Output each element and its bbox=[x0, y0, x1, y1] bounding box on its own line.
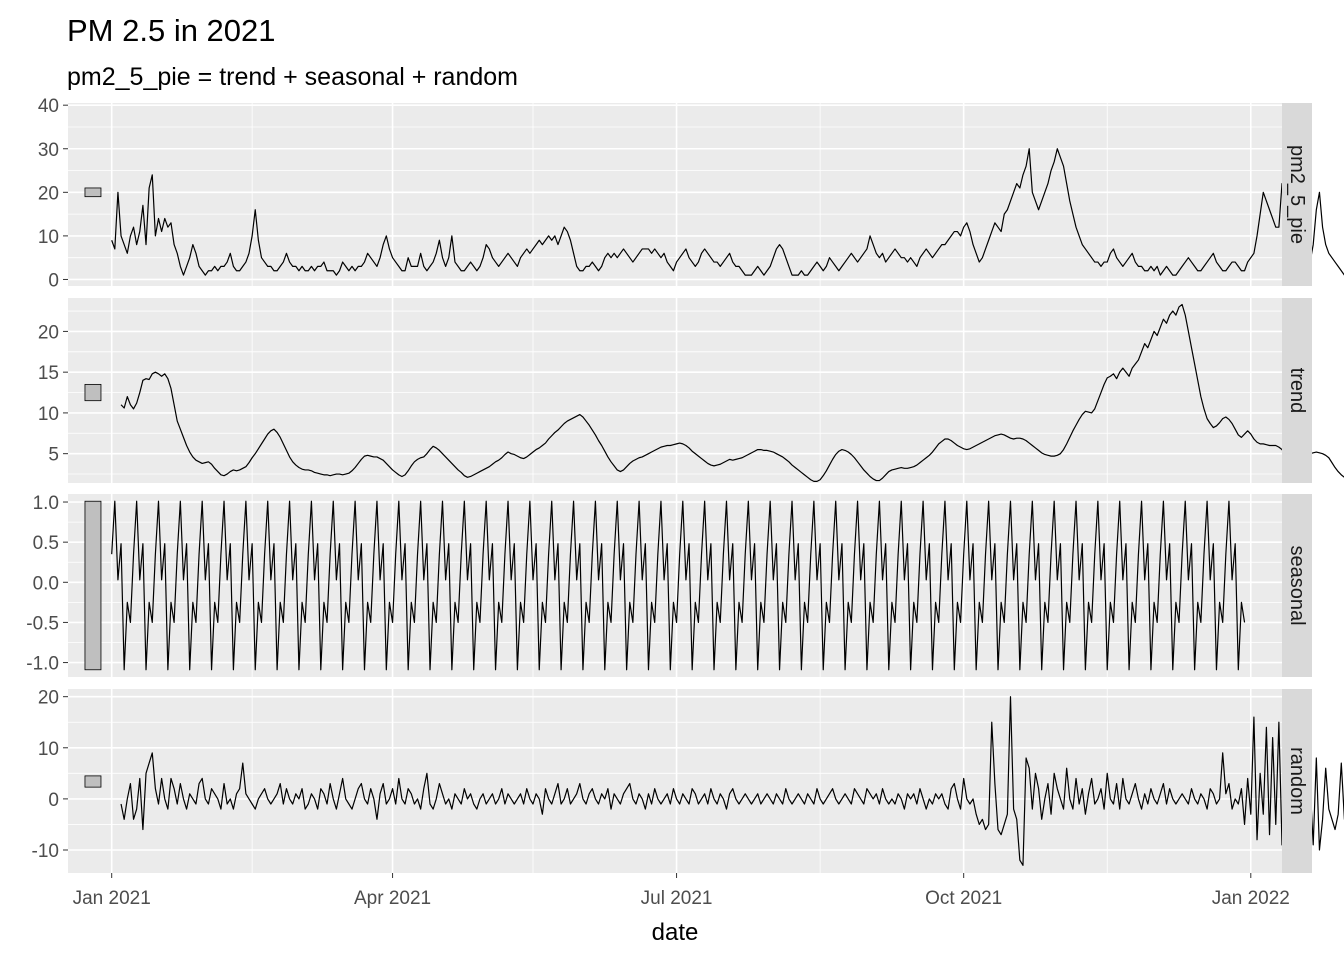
facet-trend: 5 10 15 20 trend bbox=[38, 298, 1344, 483]
series-line-random bbox=[120, 696, 1344, 866]
series-line-seasonal bbox=[111, 500, 1246, 671]
x-tick-label: Apr 2021 bbox=[354, 888, 431, 909]
range-bar bbox=[84, 500, 102, 671]
facet-strip-label: pm2_5_pie bbox=[1286, 145, 1308, 244]
x-tick-label: Jan 2021 bbox=[73, 888, 151, 909]
chart-title: PM 2.5 in 2021 bbox=[67, 13, 276, 48]
x-axis: Jan 2021 Apr 2021 Jul 2021 Oct 2021 Jan 2022 bbox=[73, 873, 1290, 909]
facet-random: -10 0 10 20 random bbox=[32, 688, 1344, 873]
facet-pm2-5-pie: 0 10 20 30 40 pm2_5_pie bbox=[38, 96, 1344, 291]
x-tick-label: Jan 2022 bbox=[1212, 888, 1290, 909]
facet-strip bbox=[1282, 689, 1312, 873]
range-bar bbox=[84, 383, 102, 402]
y-tick-label: 20 bbox=[38, 183, 59, 204]
facet-strip-label: trend bbox=[1286, 368, 1308, 414]
panel-background bbox=[68, 494, 1282, 677]
panel-background bbox=[68, 689, 1282, 873]
y-tick-label: 40 bbox=[38, 96, 59, 117]
y-tick-label: 0.0 bbox=[33, 573, 59, 594]
y-tick-label: 20 bbox=[38, 322, 59, 343]
y-tick-label: 1.0 bbox=[33, 493, 59, 514]
facet-strip bbox=[1282, 494, 1312, 677]
y-tick-label: 20 bbox=[38, 688, 59, 709]
y-tick-label: -10 bbox=[32, 841, 59, 862]
y-tick-label: -0.5 bbox=[26, 613, 59, 634]
y-tick-label: 30 bbox=[38, 140, 59, 161]
x-tick-label: Jul 2021 bbox=[641, 888, 713, 909]
panel-background bbox=[68, 103, 1282, 286]
panel-background bbox=[68, 298, 1282, 483]
y-tick-label: 15 bbox=[38, 363, 59, 384]
x-tick-label: Oct 2021 bbox=[925, 888, 1002, 909]
facet-strip bbox=[1282, 298, 1312, 483]
facet-strip bbox=[1282, 103, 1312, 286]
y-tick-label: 5 bbox=[48, 445, 59, 466]
range-bar bbox=[84, 187, 102, 198]
y-tick-label: 10 bbox=[38, 739, 59, 760]
y-tick-label: -1.0 bbox=[26, 654, 59, 675]
facet-strip-label: random bbox=[1286, 747, 1308, 815]
x-axis-title: date bbox=[652, 919, 699, 946]
y-tick-label: 0 bbox=[48, 790, 59, 811]
chart-subtitle: pm2_5_pie = trend + seasonal + random bbox=[67, 63, 518, 91]
series-line-pm2-5-pie bbox=[111, 148, 1344, 276]
y-tick-label: 10 bbox=[38, 227, 59, 248]
series-line-trend bbox=[120, 303, 1344, 482]
y-tick-label: 10 bbox=[38, 404, 59, 425]
y-tick-label: 0.5 bbox=[33, 533, 59, 554]
y-tick-label: 0 bbox=[48, 270, 59, 291]
range-bar bbox=[84, 775, 102, 788]
facet-panels: 0 10 20 30 40 pm2_5_pie 5 10 15 20 trend -1.0 -0.5 0.… bbox=[26, 96, 1344, 873]
facet-strip-label: seasonal bbox=[1286, 545, 1308, 625]
facet-seasonal: -1.0 -0.5 0.0 0.5 1.0 seasonal bbox=[26, 493, 1312, 677]
